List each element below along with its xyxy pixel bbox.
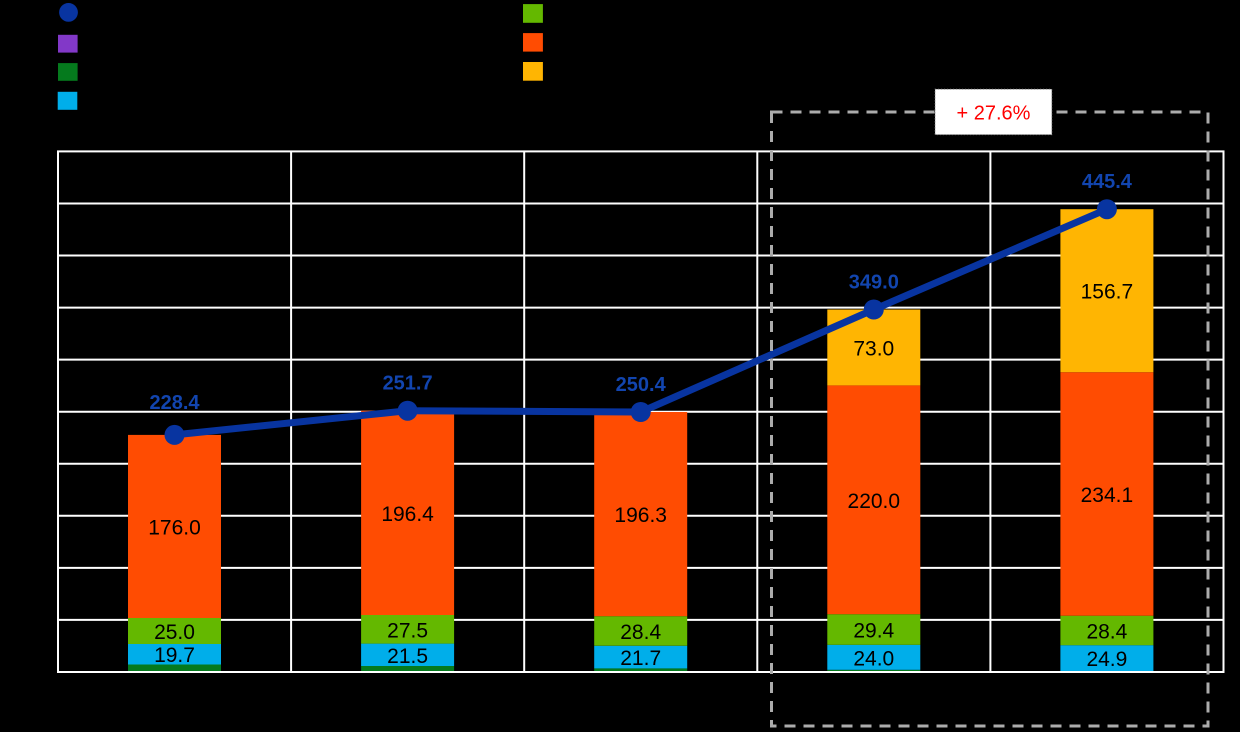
svg-text:234.1: 234.1 [1081, 484, 1134, 507]
svg-text:+ 27.6%: + 27.6% [957, 103, 1031, 125]
svg-text:28.4: 28.4 [620, 621, 661, 644]
svg-text:156.7: 156.7 [1081, 281, 1134, 304]
svg-text:21.5: 21.5 [387, 645, 428, 668]
svg-text:176.0: 176.0 [148, 517, 201, 540]
svg-text:21.7: 21.7 [620, 647, 661, 670]
svg-text:27.5: 27.5 [387, 619, 428, 642]
svg-text:445.4: 445.4 [1082, 171, 1133, 193]
svg-text:251.7: 251.7 [383, 373, 433, 395]
svg-text:349.0: 349.0 [849, 272, 899, 294]
svg-text:220.0: 220.0 [848, 490, 901, 513]
svg-text:29.4: 29.4 [853, 620, 894, 643]
svg-text:24.0: 24.0 [853, 647, 894, 670]
svg-text:25.0: 25.0 [154, 621, 195, 644]
svg-text:196.3: 196.3 [614, 504, 667, 527]
svg-text:228.4: 228.4 [149, 392, 200, 414]
svg-text:73.0: 73.0 [853, 337, 894, 360]
svg-text:19.7: 19.7 [154, 644, 195, 667]
svg-text:28.4: 28.4 [1086, 621, 1127, 644]
svg-text:24.9: 24.9 [1086, 648, 1127, 671]
svg-text:196.4: 196.4 [381, 503, 434, 526]
svg-text:250.4: 250.4 [616, 374, 667, 396]
